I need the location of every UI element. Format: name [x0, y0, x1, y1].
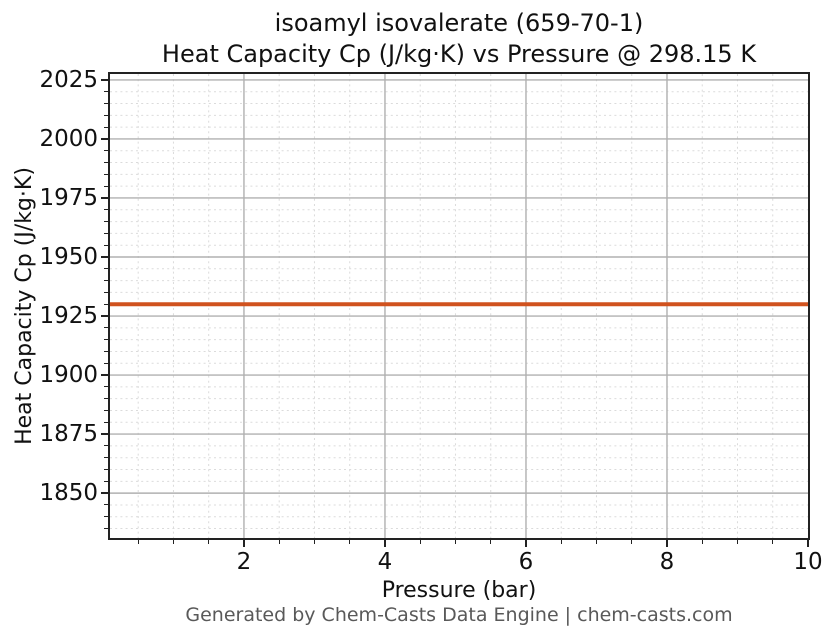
y-minor-tick	[104, 362, 108, 364]
y-minor-tick	[104, 303, 108, 305]
y-minor-tick	[104, 232, 108, 234]
y-minor-tick	[104, 91, 108, 93]
grid-svg	[110, 74, 808, 538]
x-tick-label: 4	[377, 549, 393, 575]
y-tick-label: 1975	[39, 184, 98, 211]
x-tick-label: 8	[659, 549, 675, 575]
y-major-tick	[101, 196, 108, 199]
y-minor-tick	[104, 291, 108, 293]
x-minor-tick	[454, 540, 456, 544]
y-tick-label: 1850	[39, 480, 98, 507]
x-minor-tick	[736, 540, 738, 544]
x-axis-label: Pressure (bar)	[381, 578, 537, 603]
y-minor-tick	[104, 185, 108, 187]
chart-title-line2: Heat Capacity Cp (J/kg·K) vs Pressure @ …	[161, 40, 757, 68]
y-major-tick	[101, 78, 108, 81]
y-major-tick	[101, 433, 108, 436]
y-minor-tick	[104, 280, 108, 282]
y-minor-tick	[104, 103, 108, 105]
x-minor-tick	[349, 540, 351, 544]
y-minor-tick	[104, 398, 108, 400]
y-tick-label: 1900	[39, 362, 98, 389]
y-major-tick	[101, 492, 108, 495]
y-minor-tick	[104, 469, 108, 471]
x-minor-tick	[595, 540, 597, 544]
chart-title-block: isoamyl isovalerate (659-70-1) Heat Capa…	[110, 8, 808, 70]
x-minor-tick	[172, 540, 174, 544]
x-minor-tick	[278, 540, 280, 544]
x-major-tick	[807, 540, 809, 547]
x-minor-tick	[419, 540, 421, 544]
y-major-tick	[101, 256, 108, 258]
x-major-tick	[665, 540, 668, 547]
x-minor-tick	[701, 540, 703, 544]
x-major-tick	[242, 540, 245, 547]
y-minor-tick	[104, 516, 108, 518]
x-minor-tick	[490, 540, 492, 544]
y-tick-label: 1875	[39, 421, 98, 448]
y-minor-tick	[104, 409, 108, 411]
x-minor-tick	[313, 540, 315, 544]
y-tick-label: 2025	[39, 66, 98, 93]
y-major-tick	[101, 137, 108, 140]
y-minor-tick	[104, 162, 108, 164]
y-minor-tick	[104, 445, 108, 447]
x-tick-label: 10	[793, 549, 823, 575]
y-minor-tick	[104, 327, 108, 329]
x-minor-tick	[208, 540, 210, 544]
x-minor-tick	[631, 540, 633, 544]
x-minor-tick	[772, 540, 774, 544]
y-minor-tick	[104, 126, 108, 128]
y-minor-tick	[104, 268, 108, 270]
y-minor-tick	[104, 421, 108, 423]
x-major-tick	[383, 540, 386, 547]
x-tick-label: 6	[518, 549, 534, 575]
x-major-tick	[524, 540, 527, 547]
y-minor-tick	[104, 114, 108, 116]
y-tick-label: 1950	[39, 244, 98, 270]
y-tick-label: 1925	[39, 303, 98, 330]
y-minor-tick	[104, 528, 108, 530]
x-tick-label: 2	[236, 549, 252, 575]
y-minor-tick	[104, 480, 108, 482]
y-major-tick	[101, 374, 108, 377]
y-minor-tick	[104, 457, 108, 459]
y-minor-tick	[104, 350, 108, 352]
y-minor-tick	[104, 173, 108, 175]
y-minor-tick	[104, 339, 108, 341]
y-minor-tick	[104, 209, 108, 211]
x-minor-tick	[560, 540, 562, 544]
y-minor-tick	[104, 504, 108, 506]
y-tick-label: 2000	[39, 125, 98, 152]
y-minor-tick	[104, 244, 108, 246]
x-minor-tick	[137, 540, 139, 544]
y-major-tick	[101, 315, 108, 318]
y-minor-tick	[104, 386, 108, 388]
footer-credit: Generated by Chem-Casts Data Engine | ch…	[185, 604, 733, 626]
y-minor-tick	[104, 221, 108, 223]
y-minor-tick	[104, 150, 108, 152]
plot-area	[108, 72, 810, 540]
chart-title-line1: isoamyl isovalerate (659-70-1)	[274, 9, 644, 37]
